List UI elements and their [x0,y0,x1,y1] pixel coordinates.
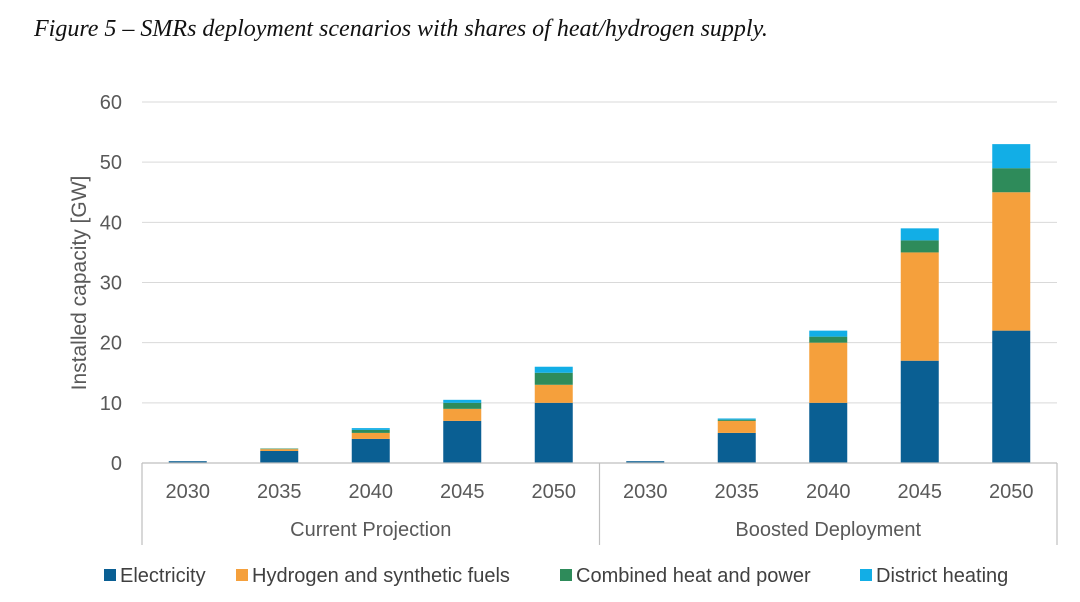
y-tick-label: 20 [100,333,122,355]
bar-segment [717,419,756,421]
x-tick-label: 2050 [532,481,577,503]
legend-swatch [104,569,116,581]
bar-segment [443,402,482,409]
legend-label: Hydrogen and synthetic fuels [252,565,510,587]
x-tick-label: 2035 [257,481,302,503]
y-tick-label: 30 [100,273,122,295]
bar-segment [992,168,1031,193]
bar-segment [443,408,482,421]
y-tick-label: 40 [100,212,122,234]
bar-segment [443,399,482,403]
bar-segment [351,429,390,433]
bar-segment [809,336,848,343]
gridlines [142,101,1057,404]
x-tick-label: 2030 [166,481,211,503]
y-axis-label: Installed capacity [GW] [68,176,91,391]
group-label: Boosted Deployment [735,519,921,541]
x-tick-label: 2045 [440,481,485,503]
bar-segment [717,432,756,463]
bar-segment [626,461,665,463]
bar-segment [992,144,1031,169]
bars [168,144,1031,463]
x-tick-label: 2045 [898,481,943,503]
bar-segment [992,330,1031,463]
bar-segment [900,240,939,253]
x-tick-label: 2035 [715,481,760,503]
bar-segment [900,360,939,463]
bar-segment [717,418,756,420]
bar-segment [992,192,1031,331]
figure-caption: Figure 5 – SMRs deployment scenarios wit… [34,16,768,42]
x-tick-label: 2040 [349,481,394,503]
bar-segment [260,448,299,450]
group-label: Current Projection [290,519,451,541]
legend-label: Electricity [120,565,206,587]
y-tick-label: 60 [100,92,122,114]
bar-segment [260,449,299,451]
bar-segment [717,420,756,433]
bar-segment [168,461,207,463]
x-tick-label: 2040 [806,481,851,503]
bar-segment [809,342,848,403]
y-tick-label: 10 [100,393,122,415]
x-tick-label: 2050 [989,481,1034,503]
y-tick-label: 50 [100,152,122,174]
bar-segment [351,438,390,463]
bar-segment [809,402,848,463]
legend-swatch [236,569,248,581]
legend-label: Combined heat and power [576,565,811,587]
x-tick-label: 2030 [623,481,668,503]
bar-segment [443,420,482,463]
bar-segment [351,428,390,430]
legend-swatch [560,569,572,581]
bar-segment [534,372,573,385]
legend-label: District heating [876,565,1008,587]
bar-segment [900,252,939,361]
legend-swatch [860,569,872,581]
bar-segment [260,450,299,463]
y-tick-label: 0 [111,453,122,475]
bar-segment [534,402,573,463]
legend: Electricity Hydrogen and synthetic fuels C… [104,565,1008,587]
bar-segment [534,384,573,403]
bar-segment [809,330,848,337]
bar-segment [351,432,390,439]
bar-segment [534,366,573,373]
bar-segment [900,228,939,241]
